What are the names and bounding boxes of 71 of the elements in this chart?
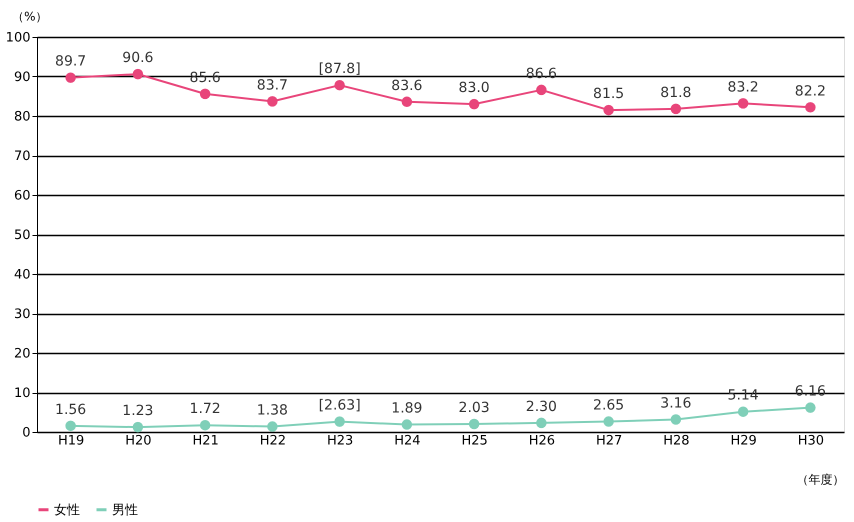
legend-label: 女性 (54, 502, 80, 518)
legend-label: 男性 (112, 502, 138, 518)
point (200, 88, 210, 100)
y-tick-label: 20 (14, 346, 30, 362)
data-label: 82.2 (794, 83, 826, 100)
data-label: [2.63] (318, 398, 361, 414)
point (536, 84, 547, 96)
x-tick-label: H23 (326, 434, 354, 448)
point (65, 420, 76, 432)
x-tick-label: H20 (125, 434, 152, 448)
point (536, 418, 547, 428)
x-tick-label: H25 (461, 434, 488, 448)
data-label: 1.72 (190, 401, 221, 418)
x-tick-label: H24 (394, 434, 421, 448)
y-tick-label: 100 (6, 30, 30, 46)
point (468, 98, 480, 110)
data-label: 1.56 (55, 402, 86, 418)
point (200, 420, 210, 430)
point (603, 416, 614, 427)
data-label: 83.2 (728, 79, 759, 96)
data-label: 3.16 (660, 396, 692, 412)
point (670, 104, 682, 114)
point (267, 96, 278, 107)
data-label: 90.6 (122, 50, 154, 66)
y-tick-label: 80 (14, 110, 30, 124)
point (738, 98, 748, 109)
y-tick-label: 70 (14, 149, 30, 164)
y-tick-label: 60 (14, 188, 30, 204)
data-label: 83.6 (391, 78, 423, 94)
point (334, 80, 345, 90)
data-label: 1.38 (256, 402, 288, 419)
y-axis-title: （%） (12, 10, 48, 24)
point (402, 96, 412, 108)
point (132, 422, 144, 432)
point (805, 402, 816, 413)
x-tick-label: H30 (798, 434, 824, 448)
data-label: 1.23 (122, 403, 154, 420)
x-tick-label: H29 (730, 434, 757, 448)
point (65, 72, 76, 83)
data-label: [87.8] (318, 61, 361, 78)
x-tick-label: H27 (596, 434, 622, 448)
x-tick-label: H21 (192, 434, 219, 448)
data-label: 81.8 (660, 84, 692, 101)
y-tick-label: 90 (14, 70, 30, 85)
point (267, 421, 278, 432)
point (468, 418, 480, 430)
data-label: 83.0 (458, 80, 490, 96)
data-label: 81.5 (593, 86, 624, 102)
data-label: 2.03 (458, 400, 490, 416)
y-tick-label: 0 (22, 426, 30, 440)
x-tick-label: H26 (528, 434, 556, 448)
point (402, 419, 412, 430)
point (132, 68, 144, 80)
point (738, 406, 748, 417)
y-tick-label: 10 (14, 386, 30, 401)
y-tick-label: 50 (14, 228, 30, 243)
data-label: 83.7 (256, 77, 288, 94)
point (334, 416, 345, 427)
x-axis-title: （年度） (796, 472, 844, 486)
data-label: 2.65 (593, 398, 624, 414)
data-label: 2.30 (526, 398, 557, 415)
x-tick-label: H22 (260, 434, 286, 448)
data-label: 89.7 (55, 54, 86, 70)
x-tick-label: H28 (663, 434, 690, 448)
x-tick-label: H19 (58, 434, 84, 448)
data-label: 1.89 (391, 400, 422, 417)
y-tick-label: 30 (14, 307, 30, 322)
y-tick-label: 40 (14, 268, 30, 282)
point (670, 414, 682, 425)
point (805, 102, 816, 113)
point (603, 104, 614, 116)
